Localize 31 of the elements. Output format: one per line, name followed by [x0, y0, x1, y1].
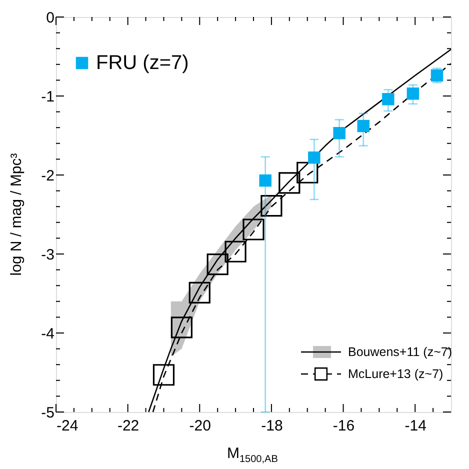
- point: [224, 240, 246, 262]
- legend-label: McLure+13 (z~7): [348, 367, 444, 381]
- legend-label: Bouwens+11 (z~7): [348, 345, 452, 359]
- y-tick-label: -1: [41, 88, 54, 106]
- point: [278, 172, 300, 194]
- point: [357, 120, 370, 132]
- x-tick-label: -20: [189, 418, 211, 434]
- point: [333, 127, 346, 140]
- point: [152, 364, 175, 386]
- y-axis-title: log N / mag / Mpc³: [8, 153, 25, 276]
- y-tick-label: -4: [41, 326, 54, 342]
- point: [296, 162, 318, 184]
- point: [406, 88, 420, 100]
- x-tick-label: -24: [56, 418, 78, 434]
- point: [382, 93, 394, 106]
- point: [170, 316, 192, 338]
- y-tick-label: 0: [46, 10, 54, 26]
- point: [260, 195, 282, 217]
- x-tick-label: -14: [404, 418, 426, 434]
- y-tick-label: -3: [41, 246, 54, 264]
- legend-label: FRU (z=7): [96, 52, 189, 74]
- y-tick-label: -5: [41, 404, 54, 422]
- point: [308, 151, 320, 164]
- point: [206, 253, 228, 276]
- point: [188, 282, 210, 304]
- point: [259, 174, 272, 187]
- x-tick-label: -18: [261, 418, 283, 434]
- y-tick-label: -2: [41, 168, 54, 184]
- x-tick-label: -22: [117, 418, 140, 434]
- point: [242, 218, 264, 240]
- x-tick-label: -16: [332, 418, 355, 434]
